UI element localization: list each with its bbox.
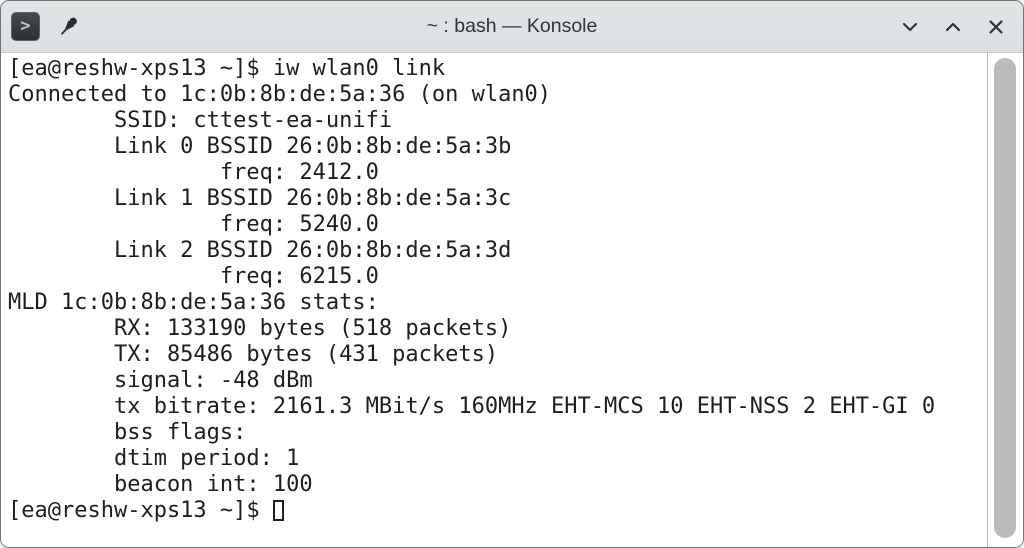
terminal-line: dtim period: 1 bbox=[8, 446, 300, 471]
scrollbar-thumb[interactable] bbox=[994, 58, 1016, 538]
terminal-output[interactable]: [ea@reshw-xps13 ~]$ iw wlan0 link Connect… bbox=[1, 53, 987, 547]
konsole-app-icon[interactable]: > bbox=[11, 12, 40, 41]
terminal-line: beacon int: 100 bbox=[8, 472, 313, 497]
terminal-line: Link 0 BSSID 26:0b:8b:de:5a:3b bbox=[8, 134, 512, 159]
terminal-line: SSID: cttest-ea-unifi bbox=[8, 108, 393, 133]
terminal-line: [ea@reshw-xps13 ~]$ iw wlan0 link bbox=[8, 56, 446, 81]
chevron-down-icon bbox=[902, 22, 918, 31]
terminal-line: signal: -48 dBm bbox=[8, 368, 313, 393]
terminal-line: RX: 133190 bytes (518 packets) bbox=[8, 316, 512, 341]
pin-icon[interactable] bbox=[55, 12, 83, 40]
terminal-line: Connected to 1c:0b:8b:de:5a:36 (on wlan0… bbox=[8, 82, 552, 107]
scrollbar-track[interactable] bbox=[987, 53, 1023, 547]
terminal-content-area: [ea@reshw-xps13 ~]$ iw wlan0 link Connect… bbox=[1, 53, 1023, 547]
titlebar[interactable]: > ~ : bash — Konsole bbox=[1, 1, 1023, 53]
terminal-line: Link 2 BSSID 26:0b:8b:de:5a:3d bbox=[8, 238, 512, 263]
terminal-line: Link 1 BSSID 26:0b:8b:de:5a:3c bbox=[8, 186, 512, 211]
chevron-up-icon bbox=[945, 22, 961, 31]
close-button[interactable] bbox=[983, 14, 1009, 40]
terminal-line: freq: 2412.0 bbox=[8, 160, 379, 185]
terminal-line: TX: 85486 bytes (431 packets) bbox=[8, 342, 499, 367]
window-controls bbox=[897, 1, 1009, 52]
terminal-line: tx bitrate: 2161.3 MBit/s 160MHz EHT-MCS… bbox=[8, 394, 936, 419]
terminal-line: MLD 1c:0b:8b:de:5a:36 stats: bbox=[8, 290, 379, 315]
terminal-prompt: [ea@reshw-xps13 ~]$ bbox=[8, 498, 273, 523]
minimize-button[interactable] bbox=[897, 14, 923, 40]
terminal-line: freq: 5240.0 bbox=[8, 212, 379, 237]
maximize-button[interactable] bbox=[940, 14, 966, 40]
terminal-line: freq: 6215.0 bbox=[8, 264, 379, 289]
terminal-line: bss flags: bbox=[8, 420, 260, 445]
terminal-cursor bbox=[272, 500, 284, 521]
terminal-prompt-line: [ea@reshw-xps13 ~]$ bbox=[8, 498, 987, 524]
window-title: ~ : bash — Konsole bbox=[426, 15, 598, 37]
close-icon bbox=[989, 19, 1003, 34]
